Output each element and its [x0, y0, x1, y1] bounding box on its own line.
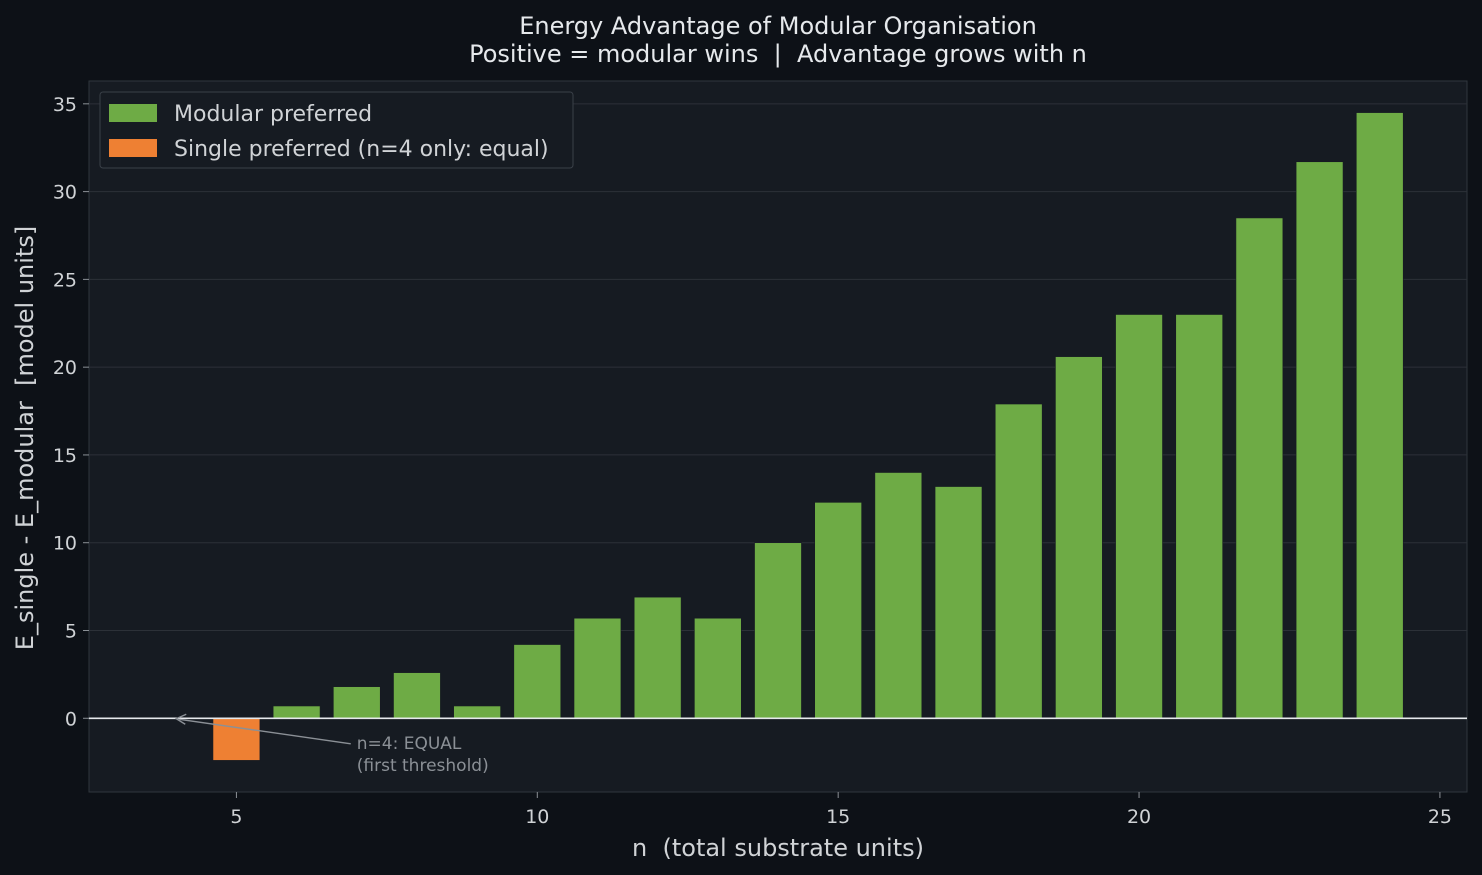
annotation-arrow-head [174, 713, 187, 725]
x-tick-label: 5 [230, 806, 242, 828]
bar-modular [1295, 161, 1344, 719]
y-tick-label: 35 [53, 94, 77, 116]
bar-modular [1055, 356, 1103, 719]
bar-modular [1235, 217, 1284, 719]
annotation-text: n=4: EQUAL [357, 734, 462, 754]
legend-box [99, 91, 574, 169]
chart-subtitle: Positive = modular wins | Advantage grow… [469, 40, 1087, 68]
y-tick-label: 25 [53, 269, 77, 291]
legend: Modular preferred Single preferred (n=4 … [99, 91, 574, 169]
y-axis-ticks: 0 5 10 15 20 25 30 35 [53, 94, 89, 730]
bar-modular [874, 472, 923, 719]
annotation-text: (first threshold) [357, 756, 489, 776]
bar-modular [333, 686, 381, 719]
bar-modular [453, 705, 501, 719]
x-tick-label: 20 [1127, 806, 1151, 828]
bar-modular [573, 617, 622, 719]
y-tick-label: 20 [53, 357, 77, 379]
y-tick-label: 5 [65, 620, 77, 642]
bar-modular [1175, 314, 1223, 719]
bar-modular [754, 542, 802, 719]
y-axis-label: E_single - E_modular [model units] [11, 226, 39, 650]
chart-title: Energy Advantage of Modular Organisation [519, 12, 1037, 40]
bar-modular [694, 617, 742, 719]
x-tick-label: 25 [1428, 806, 1452, 828]
y-tick-label: 10 [53, 533, 77, 555]
bars [212, 112, 1404, 761]
legend-swatch-single [109, 139, 157, 157]
bar-modular [393, 672, 441, 719]
x-tick-label: 10 [525, 806, 549, 828]
x-axis-ticks: 5 10 15 20 25 [230, 792, 1452, 828]
bar-modular [272, 705, 321, 719]
bar-modular [1115, 314, 1163, 719]
bar-modular [633, 596, 682, 719]
y-tick-label: 30 [53, 182, 77, 204]
legend-label-single: Single preferred (n=4 only: equal) [174, 137, 549, 162]
bar-modular [513, 644, 562, 719]
legend-label-modular: Modular preferred [174, 102, 372, 127]
bar-modular [1355, 112, 1404, 719]
x-tick-label: 15 [826, 806, 850, 828]
bar-modular [934, 486, 983, 719]
annotation: n=4: EQUAL(first threshold) [174, 713, 489, 776]
bar-modular [814, 502, 862, 719]
y-tick-label: 0 [65, 708, 77, 730]
legend-swatch-modular [109, 104, 157, 122]
y-tick-label: 15 [53, 445, 77, 467]
x-axis-label: n (total substrate units) [632, 834, 924, 862]
bar-modular [994, 403, 1043, 719]
annotation-arrow-line [179, 718, 351, 745]
